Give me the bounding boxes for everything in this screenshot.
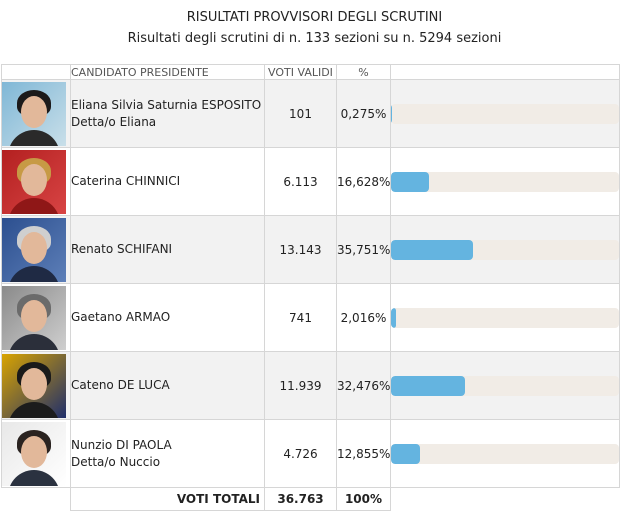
- candidate-photo: [2, 421, 66, 486]
- candidate-photo-cell: [1, 419, 71, 488]
- progress-fill: [391, 443, 421, 464]
- candidate-photo: [2, 149, 66, 214]
- totals-votes: 36.763: [264, 487, 337, 511]
- candidate-votes: 101: [264, 79, 337, 148]
- progress-track: [391, 443, 619, 464]
- candidate-bar-cell: [390, 147, 620, 216]
- progress-track: [391, 239, 619, 260]
- progress-track: [391, 103, 619, 124]
- candidate-photo: [2, 353, 66, 418]
- candidate-name: Cateno DE LUCA: [71, 378, 170, 392]
- candidate-name-cell: Nunzio DI PAOLA Detta/o Nuccio: [70, 419, 265, 488]
- table-row: Eliana Silvia Saturnia ESPOSITO Detta/o E…: [1, 79, 620, 148]
- candidate-pct: 32,476%: [336, 351, 391, 420]
- candidate-pct: 12,855%: [336, 419, 391, 488]
- results-subtitle: Risultati degli scrutini di n. 133 sezio…: [127, 31, 502, 46]
- candidate-name: Gaetano ARMAO: [71, 310, 171, 324]
- candidate-pct: 2,016%: [336, 283, 391, 352]
- results-title: RISULTATI PROVVISORI DEGLI SCRUTINI: [186, 10, 443, 25]
- candidate-name: Eliana Silvia Saturnia ESPOSITO: [71, 97, 262, 112]
- candidate-name: Caterina CHINNICI: [71, 174, 181, 188]
- candidate-bar-cell: [390, 79, 620, 148]
- header-votes: VOTI VALIDI: [264, 64, 337, 80]
- totals-label: VOTI TOTALI: [70, 487, 265, 511]
- candidate-name-cell: Eliana Silvia Saturnia ESPOSITO Detta/o E…: [70, 79, 265, 148]
- candidate-pct: 16,628%: [336, 147, 391, 216]
- candidate-name: Renato SCHIFANI: [71, 242, 173, 256]
- candidate-votes: 741: [264, 283, 337, 352]
- candidate-bar-cell: [390, 351, 620, 420]
- candidate-votes: 11.939: [264, 351, 337, 420]
- candidate-name-cell: Gaetano ARMAO: [70, 283, 265, 352]
- header-candidate: CANDIDATO PRESIDENTE: [70, 64, 265, 80]
- candidate-alias: Detta/o Eliana: [71, 114, 157, 129]
- candidate-name: Nunzio DI PAOLA: [71, 437, 172, 452]
- candidate-alias: Detta/o Nuccio: [71, 454, 161, 469]
- table-row: Caterina CHINNICI 6.113 16,628%: [1, 147, 620, 216]
- candidate-pct: 0,275%: [336, 79, 391, 148]
- candidate-name-cell: Caterina CHINNICI: [70, 147, 265, 216]
- progress-fill: [391, 239, 473, 260]
- candidate-photo-cell: [1, 351, 71, 420]
- candidate-bar-cell: [390, 419, 620, 488]
- totals-bar-spacer: [391, 488, 620, 511]
- candidate-photo-cell: [1, 147, 71, 216]
- candidate-photo-cell: [1, 79, 71, 148]
- progress-fill: [391, 171, 429, 192]
- table-row: Nunzio DI PAOLA Detta/o Nuccio 4.726 12,855…: [1, 419, 620, 488]
- candidate-votes: 4.726: [264, 419, 337, 488]
- candidate-photo: [2, 217, 66, 282]
- candidate-photo-cell: [1, 283, 71, 352]
- header-bar: [390, 64, 620, 80]
- candidate-photo: [2, 81, 66, 146]
- progress-track: [391, 375, 619, 396]
- candidate-votes: 6.113: [264, 147, 337, 216]
- table-row: Cateno DE LUCA 11.939 32,476%: [1, 351, 620, 420]
- progress-track: [391, 307, 619, 328]
- candidate-photo-cell: [1, 215, 71, 284]
- results-table: CANDIDATO PRESIDENTE VOTI VALIDI % Elian…: [1, 64, 620, 511]
- candidate-votes: 13.143: [264, 215, 337, 284]
- candidate-name-cell: Cateno DE LUCA: [70, 351, 265, 420]
- totals-spacer: [2, 488, 71, 511]
- table-row: Renato SCHIFANI 13.143 35,751%: [1, 215, 620, 284]
- table-header-row: CANDIDATO PRESIDENTE VOTI VALIDI %: [1, 64, 620, 80]
- table-row: Gaetano ARMAO 741 2,016%: [1, 283, 620, 352]
- progress-fill: [391, 103, 393, 124]
- totals-row: VOTI TOTALI 36.763 100%: [2, 487, 620, 511]
- progress-track: [391, 171, 619, 192]
- progress-fill: [391, 307, 396, 328]
- candidate-photo: [2, 285, 66, 350]
- header-photo: [1, 64, 71, 80]
- candidate-name-cell: Renato SCHIFANI: [70, 215, 265, 284]
- candidate-pct: 35,751%: [336, 215, 391, 284]
- progress-fill: [391, 375, 466, 396]
- header-pct: %: [336, 64, 391, 80]
- totals-pct: 100%: [336, 487, 391, 511]
- candidate-bar-cell: [390, 283, 620, 352]
- candidate-bar-cell: [390, 215, 620, 284]
